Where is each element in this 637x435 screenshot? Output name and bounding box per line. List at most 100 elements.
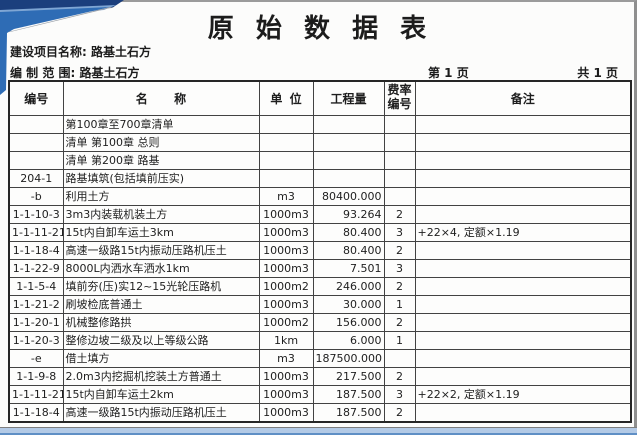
table-row: 第100章至700章清单 <box>8 114 632 134</box>
table-row: 1-1-5-4 填前夯(压)实12~15光轮压路机 1000m2 246.000 2 <box>8 276 632 296</box>
table-row: 1-1-11-21 改15t内自卸车运土2km1000m3187.5003+22… <box>8 384 632 404</box>
cell-rate: 2 <box>383 276 416 296</box>
cell-code <box>8 114 64 134</box>
cell-note <box>414 168 632 188</box>
cell-quantity: 187500.000 <box>312 348 385 368</box>
cell-name: 2.0m3内挖掘机挖装土方普通土 <box>62 366 260 386</box>
table-row: 1-1-11-21 改15t内自卸车运土3km1000m380.4003+22×… <box>8 222 632 242</box>
cell-code: 1-1-20-1 <box>8 312 64 332</box>
cell-name: 高速一级路15t内振动压路机压土 <box>62 402 260 422</box>
table-row: 1-1-20-3 整修边坡二级及以上等级公路 1km 6.000 1 <box>8 330 632 350</box>
cell-note <box>414 240 632 260</box>
cell-unit <box>258 150 314 170</box>
cell-name: 15t内自卸车运土2km <box>62 384 260 404</box>
cell-name: 利用土方 <box>62 186 260 206</box>
cell-code: 204-1 <box>8 168 64 188</box>
cell-note <box>414 186 632 206</box>
cell-rate: 2 <box>383 204 416 224</box>
cell-name: 刷坡检底普通土 <box>62 294 260 314</box>
col-header-rate: 费率 编号 <box>383 80 416 116</box>
cell-rate: 2 <box>383 240 416 260</box>
cell-code: 1-1-21-2 <box>8 294 64 314</box>
total-pages: 共 1 页 <box>577 66 618 80</box>
cell-note <box>414 132 632 152</box>
table-row: 1-1-18-4 高速一级路15t内振动压路机压土 1000m3 187.500 2 <box>8 402 632 422</box>
cell-name: 清单 第200章 路基 <box>62 150 260 170</box>
cell-unit <box>258 132 314 152</box>
col-header-name: 名称 <box>62 80 260 116</box>
cell-rate: 1 <box>383 330 416 350</box>
cell-quantity: 217.500 <box>312 366 385 386</box>
data-table: 编号 名称 单位 工程量 费率 编号 备注 第100章至700章清单 清单 第10… <box>8 80 632 423</box>
table-row: 204-1 路基填筑(包括填前压实) <box>8 168 632 188</box>
cell-quantity <box>312 168 385 188</box>
cell-rate <box>383 132 416 152</box>
cell-quantity: 156.000 <box>312 312 385 332</box>
cell-quantity <box>312 132 385 152</box>
cell-quantity: 6.000 <box>312 330 385 350</box>
cell-quantity <box>312 114 385 134</box>
table-row: 清单 第100章 总则 <box>8 132 632 152</box>
table-row: -b 利用土方 m3 80400.000 <box>8 186 632 206</box>
cell-rate <box>383 114 416 134</box>
page-title: 原始数据表 <box>207 14 449 44</box>
cell-unit: 1000m3 <box>258 222 314 242</box>
cell-code: 1-1-9-8 <box>8 366 64 386</box>
cell-code: 1-1-10-3 <box>8 204 64 224</box>
cell-code <box>8 150 64 170</box>
cell-rate <box>383 348 416 368</box>
cell-unit: 1000m3 <box>258 366 314 386</box>
cell-quantity: 187.500 <box>312 402 385 422</box>
col-header-unit: 单位 <box>258 80 314 116</box>
cell-rate: 3 <box>383 222 416 242</box>
background-strip <box>0 427 637 435</box>
cell-note <box>414 294 632 314</box>
cell-code: 1-1-18-4 <box>8 240 64 260</box>
cell-name: 机械整修路拱 <box>62 312 260 332</box>
table-row: 1-1-9-8 2.0m3内挖掘机挖装土方普通土 1000m3 217.500 2 <box>8 366 632 386</box>
cell-name: 填前夯(压)实12~15光轮压路机 <box>62 276 260 296</box>
cell-rate: 3 <box>383 384 416 404</box>
cell-code: 1-1-22-9 <box>8 258 64 278</box>
cell-code: 1-1-18-4 <box>8 402 64 422</box>
cell-quantity: 30.000 <box>312 294 385 314</box>
table-row: 1-1-21-2 刷坡检底普通土 1000m3 30.000 1 <box>8 294 632 314</box>
cell-unit: 1000m3 <box>258 204 314 224</box>
cell-unit: m3 <box>258 348 314 368</box>
table-row: -e 借土填方 m3 187500.000 <box>8 348 632 368</box>
cell-rate: 1 <box>383 294 416 314</box>
cell-rate <box>383 168 416 188</box>
cell-quantity: 7.501 <box>312 258 385 278</box>
cell-code: -b <box>8 186 64 206</box>
table-row: 清单 第200章 路基 <box>8 150 632 170</box>
cell-quantity <box>312 150 385 170</box>
cell-note: +22×2, 定额×1.19 <box>414 384 632 404</box>
cell-unit <box>258 114 314 134</box>
cell-unit: 1000m2 <box>258 276 314 296</box>
cell-unit: 1000m2 <box>258 312 314 332</box>
cell-name: 借土填方 <box>62 348 260 368</box>
cell-rate: 2 <box>383 312 416 332</box>
col-header-quantity: 工程量 <box>312 80 385 116</box>
table-row: 1-1-18-4 高速一级路15t内振动压路机压土 1000m3 80.400 2 <box>8 240 632 260</box>
cell-rate: 2 <box>383 366 416 386</box>
cell-name: 路基填筑(包括填前压实) <box>62 168 260 188</box>
col-header-rate-line1: 费率 <box>387 83 412 98</box>
table-header: 编号 名称 单位 工程量 费率 编号 备注 <box>8 80 632 116</box>
cell-note <box>414 330 632 350</box>
cell-note <box>414 276 632 296</box>
cell-note <box>414 312 632 332</box>
cell-note <box>414 114 632 134</box>
table-row: 1-1-22-9 8000L内洒水车洒水1km 1000m3 7.501 3 <box>8 258 632 278</box>
cell-note <box>414 204 632 224</box>
cell-unit: 1000m3 <box>258 402 314 422</box>
cell-note <box>414 348 632 368</box>
project-name-label: 建设项目名称: 路基土石方 <box>10 45 151 59</box>
cell-code: 1-1-11-21 改 <box>8 222 64 242</box>
cell-unit <box>258 168 314 188</box>
cell-quantity: 246.000 <box>312 276 385 296</box>
cell-note <box>414 402 632 422</box>
cell-quantity: 187.500 <box>312 384 385 404</box>
cell-note <box>414 366 632 386</box>
